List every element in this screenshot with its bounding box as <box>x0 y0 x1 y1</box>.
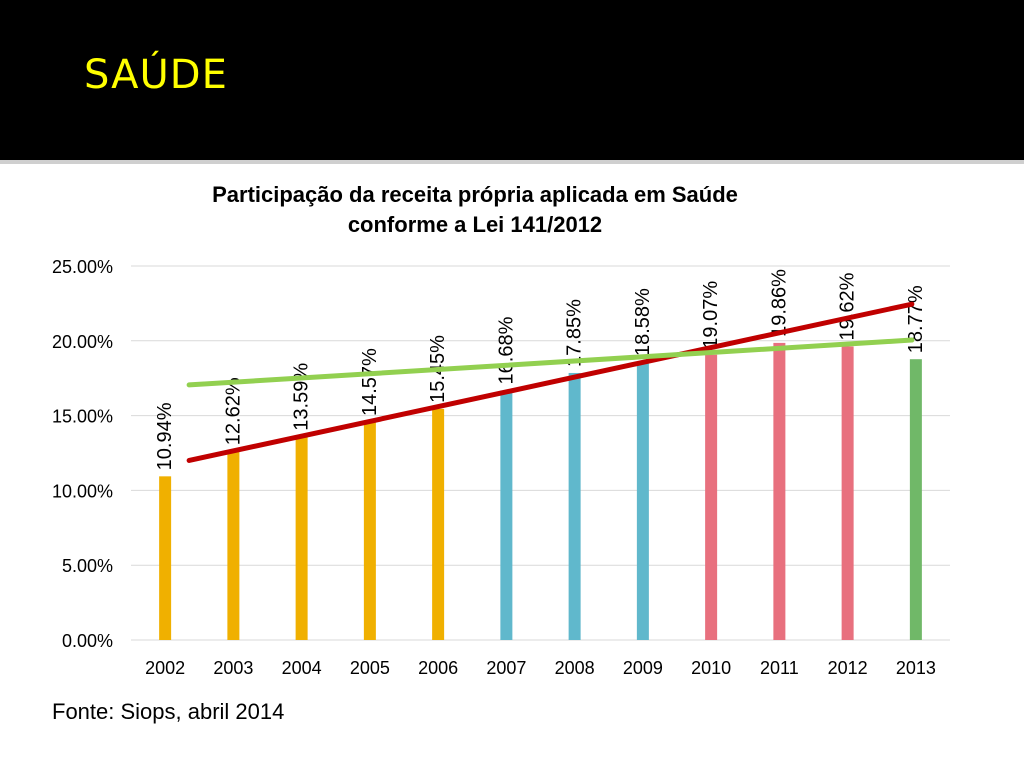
data-label: 17.85% <box>564 299 586 367</box>
data-label: 19.86% <box>768 269 790 337</box>
x-tick-label: 2013 <box>896 658 936 678</box>
bar-2013 <box>909 359 922 640</box>
y-tick-label: 5.00% <box>62 556 113 576</box>
bar-2009 <box>636 362 649 640</box>
data-label: 12.62% <box>222 377 244 445</box>
data-label: 10.94% <box>154 402 176 470</box>
data-label: 13.59% <box>291 363 313 431</box>
slide-header: SAÚDE <box>0 0 1024 160</box>
header-divider <box>0 160 1024 164</box>
x-tick-label: 2008 <box>555 658 595 678</box>
trendline-green <box>186 337 915 388</box>
trendline-red <box>186 301 915 463</box>
bar-2006 <box>432 408 445 640</box>
y-tick-label: 15.00% <box>52 407 113 427</box>
x-tick-label: 2011 <box>760 658 799 678</box>
bar-2012 <box>841 346 854 640</box>
data-label: 18.77% <box>905 285 927 353</box>
x-tick-label: 2003 <box>213 658 253 678</box>
x-tick-label: 2002 <box>145 658 185 678</box>
chart-title-line-1: Participação da receita própria aplicada… <box>212 182 738 207</box>
bar-2010 <box>705 354 718 640</box>
x-tick-label: 2004 <box>282 658 322 678</box>
chart-title-line-2: conforme a Lei 141/2012 <box>347 212 603 237</box>
y-tick-label: 25.00% <box>52 257 113 277</box>
y-tick-label: 0.00% <box>62 631 113 651</box>
x-tick-label: 2010 <box>691 658 731 678</box>
y-tick-label: 20.00% <box>52 332 113 352</box>
bar-2002 <box>159 476 172 640</box>
chart-title: Participação da receita própria aplicada… <box>130 180 820 240</box>
bar-2008 <box>568 372 581 640</box>
x-tick-label: 2005 <box>350 658 390 678</box>
slide-title: SAÚDE <box>84 52 228 98</box>
data-label: 19.07% <box>700 281 722 349</box>
x-tick-label: 2012 <box>828 658 868 678</box>
x-tick-label: 2007 <box>486 658 526 678</box>
data-label: 19.62% <box>837 272 859 340</box>
bar-2007 <box>500 390 513 640</box>
y-tick-label: 10.00% <box>52 481 113 501</box>
bar-2004 <box>295 436 308 640</box>
bar-2005 <box>363 422 376 640</box>
x-tick-label: 2006 <box>418 658 458 678</box>
bar-2003 <box>227 451 240 640</box>
source-note: Fonte: Siops, abril 2014 <box>52 699 285 724</box>
data-label: 16.68% <box>495 316 517 384</box>
data-label: 14.57% <box>359 348 381 416</box>
x-tick-label: 2009 <box>623 658 663 678</box>
bar-2011 <box>773 342 786 640</box>
data-label: 18.58% <box>632 288 654 356</box>
